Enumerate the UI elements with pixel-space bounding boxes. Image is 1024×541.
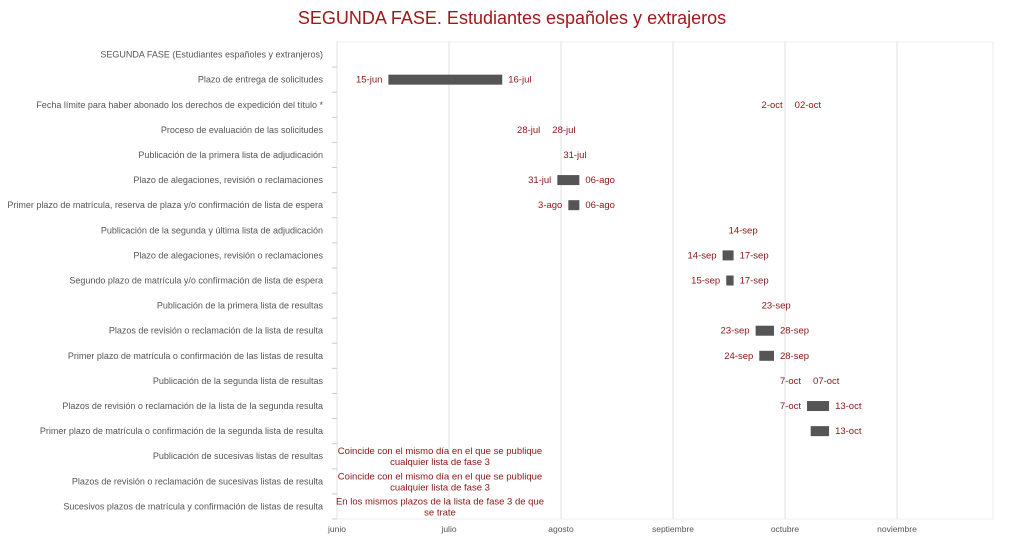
start-date-label: 7-oct [780,376,801,387]
x-tick-label: octubre [771,524,800,534]
x-tick-label: septiembre [652,524,694,534]
start-date-label: 15-jun [356,75,382,86]
task-label: Segundo plazo de matrícula y/o confirmac… [69,276,323,286]
end-date-label: 06-ago [585,200,615,211]
task-bar [755,325,774,336]
task-label: Plazos de revisión o reclamación de suce… [72,476,323,486]
task-bar [568,200,580,211]
note-label: En los mismos plazos de la lista de fase… [336,496,544,507]
task-label: Proceso de evaluación de las solicitudes [161,125,324,135]
task-label: Plazos de revisión o reclamación de la l… [109,326,323,336]
task-label: Publicación de sucesivas listas de resul… [153,451,324,461]
note-label: Coincide con el mismo día en el que se p… [338,446,542,457]
end-date-label: 16-jul [508,75,531,86]
end-date-label: 28-sep [780,351,809,362]
start-date-label: 24-sep [724,351,753,362]
note-label: se trate [424,507,456,518]
task-bar [810,426,830,437]
end-date-label: 23-sep [762,301,791,312]
x-tick-label: junio [327,524,346,534]
start-date-label: 14-sep [688,250,717,261]
task-label: Fecha límite para haber abonado los dere… [36,100,323,110]
task-label: Publicación de la primera lista de adjud… [138,150,323,160]
end-date-label: 06-ago [585,175,615,186]
note-label: cualquier lista de fase 3 [390,482,490,493]
task-bar [722,250,734,261]
x-tick-label: noviembre [877,524,917,534]
start-date-label: 15-sep [691,276,720,287]
task-label: Primer plazo de matrícula o confirmación… [40,426,323,436]
task-bar [557,175,580,186]
end-date-label: 17-sep [740,276,769,287]
end-date-label: 28-jul [552,125,575,136]
task-label: SEGUNDA FASE (Estudiantes españoles y ex… [100,50,323,60]
end-date-label: 07-oct [813,376,840,387]
end-date-label: 02-oct [795,100,822,111]
x-tick-label: julio [440,524,456,534]
task-bar [807,401,830,412]
task-label: Sucesivos plazos de matrícula y confirma… [63,501,323,511]
end-date-label: 14-sep [729,225,758,236]
note-label: Coincide con el mismo día en el que se p… [338,471,542,482]
x-tick-label: agosto [548,524,574,534]
end-date-label: 31-jul [563,150,586,161]
start-date-label: 23-sep [721,326,750,337]
end-date-label: 13-oct [835,426,862,437]
task-label: Plazo de alegaciones, revisión o reclama… [133,175,323,185]
task-label: Plazos de revisión o reclamación de la l… [62,401,323,411]
chart-title: SEGUNDA FASE. Estudiantes españoles y ex… [297,8,727,28]
start-date-label: 2-oct [762,100,783,111]
task-label: Plazo de entrega de solicitudes [198,75,324,85]
end-date-label: 17-sep [740,250,769,261]
task-label: Primer plazo de matrícula o confirmación… [68,351,323,361]
task-label: Publicación de la segunda lista de resul… [153,376,324,386]
task-bar [388,74,503,85]
end-date-label: 28-sep [780,326,809,337]
end-date-label: 13-oct [835,401,862,412]
task-label: Publicación de la segunda y última lista… [101,225,323,235]
task-label: Publicación de la primera lista de resul… [157,301,324,311]
start-date-label: 7-oct [780,401,801,412]
task-label: Plazo de alegaciones, revisión o reclama… [133,250,323,260]
start-date-label: 28-jul [517,125,540,136]
start-date-label: 3-ago [538,200,562,211]
task-bar [759,350,774,361]
task-bar [726,275,734,286]
note-label: cualquier lista de fase 3 [390,457,490,468]
start-date-label: 31-jul [528,175,551,186]
task-label: Primer plazo de matrícula, reserva de pl… [7,200,323,210]
